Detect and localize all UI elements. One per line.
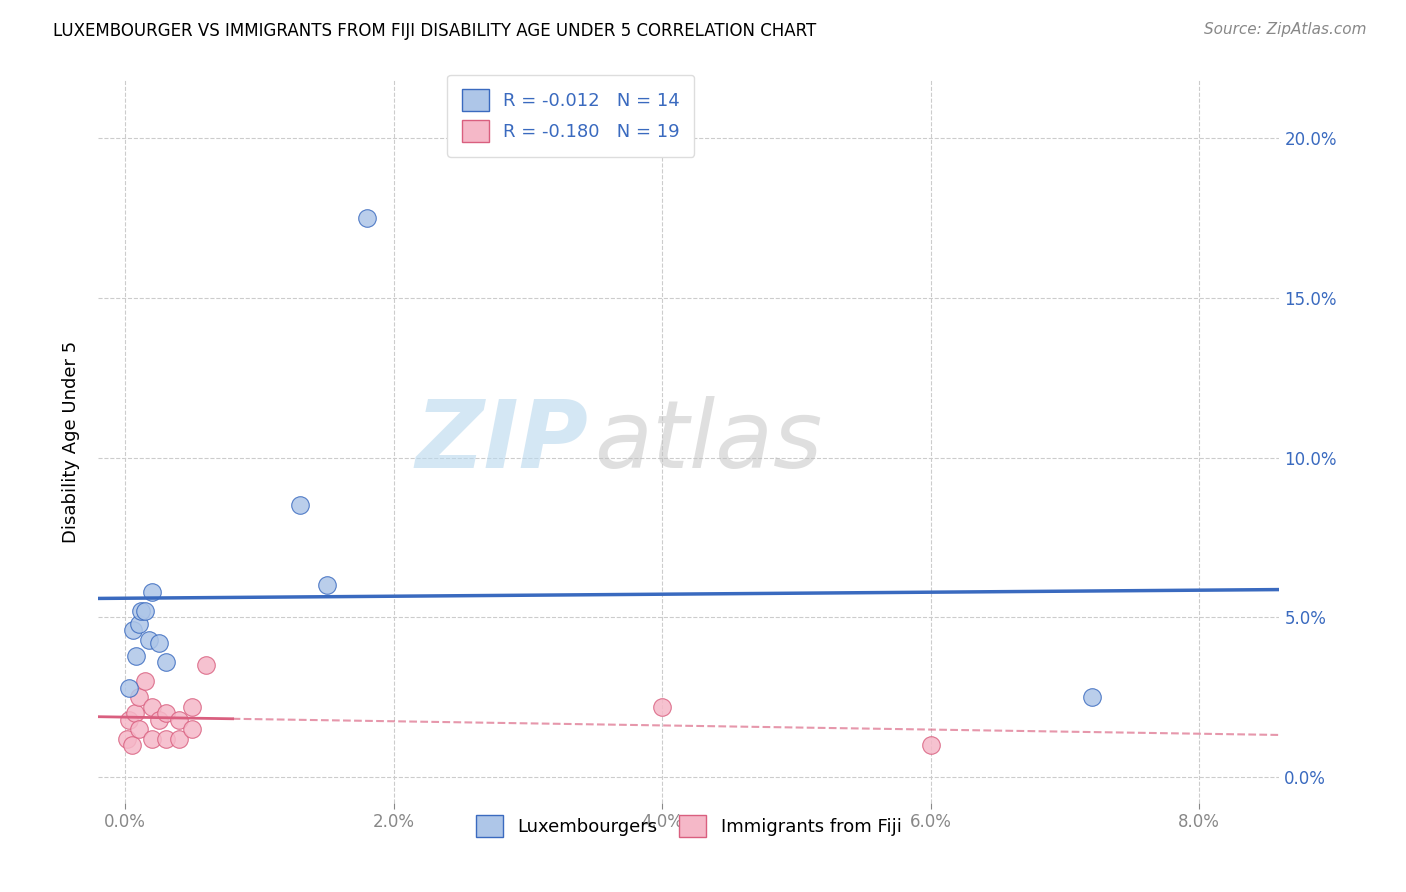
Point: [155, 655, 177, 669]
Point: [134, 604, 156, 618]
Point: [138, 632, 160, 647]
Point: [128, 690, 150, 705]
Point: [356, 211, 378, 225]
Point: [181, 723, 204, 737]
Point: [148, 713, 170, 727]
Point: [124, 706, 146, 721]
Text: ZIP: ZIP: [416, 395, 589, 488]
Point: [118, 713, 141, 727]
Point: [122, 623, 145, 637]
Point: [155, 706, 177, 721]
Point: [651, 699, 673, 714]
Point: [128, 616, 150, 631]
Point: [148, 636, 170, 650]
Y-axis label: Disability Age Under 5: Disability Age Under 5: [62, 341, 80, 542]
Point: [131, 604, 153, 618]
Point: [181, 699, 204, 714]
Point: [315, 578, 337, 592]
Point: [115, 731, 138, 746]
Point: [141, 731, 163, 746]
Text: Source: ZipAtlas.com: Source: ZipAtlas.com: [1204, 22, 1367, 37]
Point: [118, 681, 141, 695]
Point: [167, 713, 190, 727]
Point: [141, 699, 163, 714]
Point: [920, 738, 942, 752]
Point: [155, 731, 177, 746]
Point: [288, 499, 311, 513]
Legend: Luxembourgers, Immigrants from Fiji: Luxembourgers, Immigrants from Fiji: [468, 808, 910, 845]
Point: [128, 723, 150, 737]
Point: [134, 674, 156, 689]
Text: LUXEMBOURGER VS IMMIGRANTS FROM FIJI DISABILITY AGE UNDER 5 CORRELATION CHART: LUXEMBOURGER VS IMMIGRANTS FROM FIJI DIS…: [53, 22, 817, 40]
Point: [141, 584, 163, 599]
Text: atlas: atlas: [595, 396, 823, 487]
Point: [125, 648, 148, 663]
Point: [1080, 690, 1102, 705]
Point: [167, 731, 190, 746]
Point: [121, 738, 143, 752]
Point: [194, 658, 217, 673]
